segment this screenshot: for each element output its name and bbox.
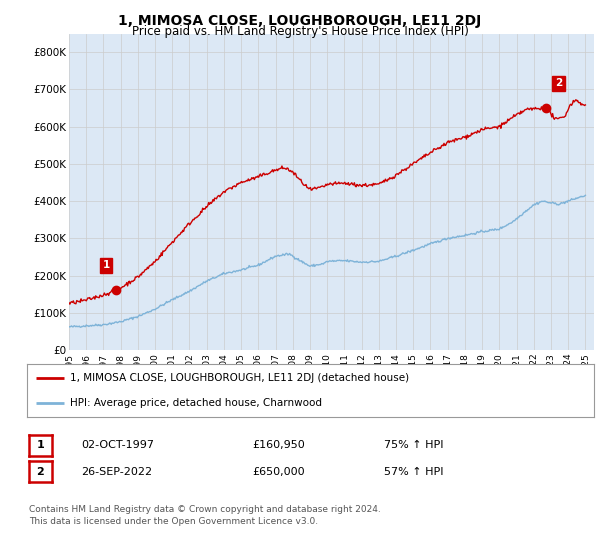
Text: £160,950: £160,950 (252, 440, 305, 450)
Text: 2: 2 (555, 78, 562, 88)
Text: 02-OCT-1997: 02-OCT-1997 (81, 440, 154, 450)
Text: HPI: Average price, detached house, Charnwood: HPI: Average price, detached house, Char… (70, 398, 322, 408)
Text: 1, MIMOSA CLOSE, LOUGHBOROUGH, LE11 2DJ: 1, MIMOSA CLOSE, LOUGHBOROUGH, LE11 2DJ (118, 14, 482, 28)
Text: 26-SEP-2022: 26-SEP-2022 (81, 466, 152, 477)
Text: 1: 1 (37, 440, 44, 450)
Text: 57% ↑ HPI: 57% ↑ HPI (384, 466, 443, 477)
Text: 2: 2 (37, 466, 44, 477)
Text: Price paid vs. HM Land Registry's House Price Index (HPI): Price paid vs. HM Land Registry's House … (131, 25, 469, 38)
Text: 75% ↑ HPI: 75% ↑ HPI (384, 440, 443, 450)
Text: 1: 1 (103, 260, 110, 270)
Text: £650,000: £650,000 (252, 466, 305, 477)
Text: 1, MIMOSA CLOSE, LOUGHBOROUGH, LE11 2DJ (detached house): 1, MIMOSA CLOSE, LOUGHBOROUGH, LE11 2DJ … (70, 374, 409, 384)
Text: Contains HM Land Registry data © Crown copyright and database right 2024.
This d: Contains HM Land Registry data © Crown c… (29, 505, 380, 526)
